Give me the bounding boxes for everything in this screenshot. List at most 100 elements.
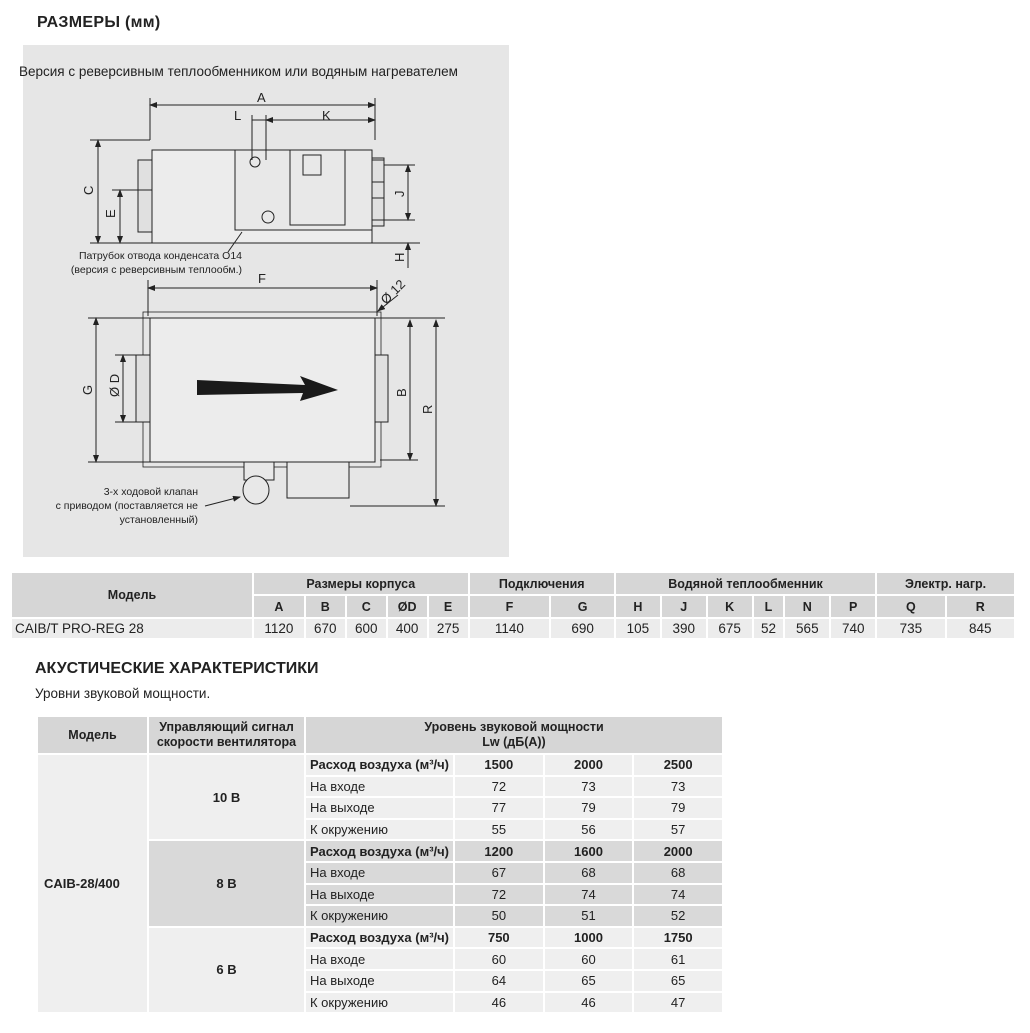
model-cell: CAIB-28/400 <box>36 752 149 1015</box>
value-cell: 61 <box>632 947 724 971</box>
signal-cell: 10 В <box>147 752 306 842</box>
value-cell: 57 <box>632 817 724 842</box>
value-cell: 65 <box>542 968 635 993</box>
value-cell: 64 <box>453 968 545 993</box>
row-label: Расход воздуха (м³/ч) <box>304 925 455 950</box>
value-cell: 65 <box>632 968 724 993</box>
value-cell: 72 <box>453 774 545 799</box>
note-condensate-1: Патрубок отвода конденсата O14 <box>79 250 242 262</box>
row-label: На входе <box>304 947 455 971</box>
value-cell: 68 <box>632 860 724 885</box>
signal-cell: 6 В <box>147 925 306 1015</box>
column-12: P <box>829 594 878 619</box>
value-cell: 1750 <box>632 925 724 950</box>
column-6: G <box>549 594 616 619</box>
value-cell: 79 <box>632 796 724 820</box>
model-cell: CAIB/T PRO-REG 28 <box>10 617 254 640</box>
value-cell: 52 <box>632 904 724 928</box>
value-cell: 60 <box>542 947 635 971</box>
value-cell: 2500 <box>632 753 724 777</box>
acoustics-title: АКУСТИЧЕСКИЕ ХАРАКТЕРИСТИКИ <box>35 660 319 677</box>
label-G: G <box>80 385 95 395</box>
header-level: Уровень звуковой мощности Lw (дБ(A)) <box>304 715 724 755</box>
column-3: ØD <box>385 594 429 619</box>
column-8: J <box>659 594 708 619</box>
table-row: На выходе 72 74 74 <box>37 882 724 907</box>
value-cell: 46 <box>542 990 635 1015</box>
header-signal: Управляющий сигнал скорости вентилятора <box>147 715 306 755</box>
label-B: B <box>394 388 409 397</box>
value-cell: 72 <box>453 882 545 907</box>
dimensions-table: Модель Размеры корпуса Подключения Водян… <box>10 571 1017 640</box>
label-C: C <box>81 186 96 195</box>
column-9: K <box>705 594 754 619</box>
label-H: H <box>392 253 407 262</box>
acoustics-table: Модель Управляющий сигнал скорости вентил… <box>36 715 724 1015</box>
group-water-exchanger: Водяной теплообменник <box>613 571 878 596</box>
column-2: C <box>344 594 388 619</box>
value-cell: 74 <box>542 882 635 907</box>
row-label: На входе <box>304 860 455 885</box>
drawing-caption: Версия с реверсивным теплообменником или… <box>19 64 458 79</box>
row-label: К окружению <box>304 990 455 1015</box>
value-cell: 565 <box>783 617 832 640</box>
table-row: На выходе 64 65 65 <box>37 968 724 993</box>
value-cell: 77 <box>453 796 545 820</box>
column-13: Q <box>875 594 947 619</box>
value-cell: 750 <box>453 925 545 950</box>
label-L: L <box>234 108 241 123</box>
value-cell: 73 <box>632 774 724 799</box>
value-cell: 51 <box>542 904 635 928</box>
value-cell: 735 <box>875 617 947 640</box>
label-J: J <box>392 191 407 198</box>
value-cell: 845 <box>944 617 1017 640</box>
column-7: H <box>613 594 662 619</box>
note-valve-3: установленный) <box>120 514 198 526</box>
value-cell: 68 <box>542 860 635 885</box>
value-cell: 105 <box>613 617 662 640</box>
row-label: Расход воздуха (м³/ч) <box>304 839 455 863</box>
table-row: На входе 72 73 73 <box>37 774 724 799</box>
dimension-drawing: Версия с реверсивным теплообменником или… <box>19 45 509 557</box>
value-cell: 600 <box>344 617 388 640</box>
row-label: К окружению <box>304 817 455 842</box>
value-cell: 56 <box>542 817 635 842</box>
column-14: R <box>944 594 1017 619</box>
note-valve-1: 3-х ходовой клапан <box>104 486 198 498</box>
column-5: F <box>467 594 552 619</box>
column-1: B <box>303 594 347 619</box>
table-row: 6 В Расход воздуха (м³/ч) 750 1000 1750 <box>37 925 724 1015</box>
value-cell: 1000 <box>542 925 635 950</box>
header-model: Модель <box>36 715 149 755</box>
row-label: На входе <box>304 774 455 799</box>
label-D: Ø D <box>107 374 122 397</box>
side-view <box>90 98 420 268</box>
label-d12: Ø 12 <box>378 277 409 308</box>
side-view-labels: A L K C E J H Патрубок отвода конденсата… <box>71 90 407 276</box>
value-cell: 55 <box>453 817 545 842</box>
value-cell: 50 <box>453 904 545 928</box>
row-label: На выходе <box>304 796 455 820</box>
value-cell: 670 <box>303 617 347 640</box>
value-cell: 275 <box>426 617 470 640</box>
value-cell: 74 <box>632 882 724 907</box>
value-cell: 1120 <box>252 617 306 640</box>
value-cell: 73 <box>542 774 635 799</box>
value-cell: 1200 <box>453 839 545 863</box>
label-K: K <box>322 108 331 123</box>
value-cell: 400 <box>385 617 429 640</box>
drawing-svg: A L K C E J H Патрубок отвода конденсата… <box>56 90 445 526</box>
value-cell: 67 <box>453 860 545 885</box>
label-F: F <box>258 271 266 286</box>
table-row: CAIB-28/400 10 В Расход воздуха (м³/ч) 1500… <box>36 752 724 1015</box>
label-E: E <box>103 209 118 218</box>
value-cell: 1500 <box>453 753 545 777</box>
group-body: Размеры корпуса <box>252 571 470 596</box>
value-cell: 2000 <box>632 839 724 863</box>
value-cell: 2000 <box>542 753 635 777</box>
value-cell: 60 <box>453 947 545 971</box>
acoustics-subtitle: Уровни звуковой мощности. <box>35 686 211 701</box>
note-condensate-2: (версия с реверсивным теплообм.) <box>71 264 242 276</box>
column-4: E <box>426 594 470 619</box>
row-label: К окружению <box>304 904 455 928</box>
